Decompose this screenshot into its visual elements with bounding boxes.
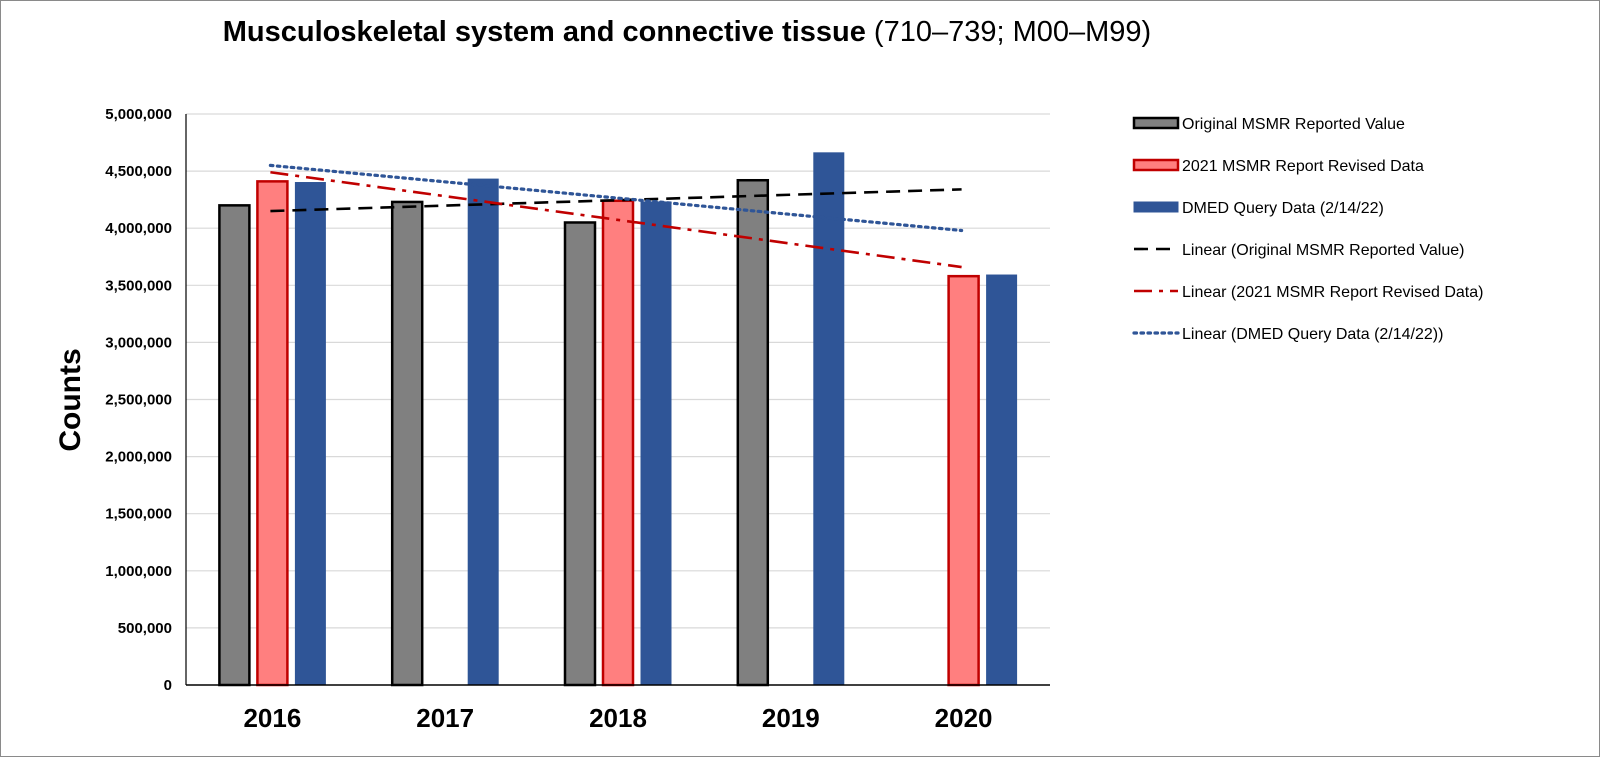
y-tick-label: 1,000,000 [105, 563, 172, 580]
legend-swatch [1132, 158, 1180, 172]
bar-dmed-2020 [986, 274, 1018, 686]
x-tick-label: 2020 [935, 703, 993, 733]
bar-revised-2016 [256, 180, 289, 687]
chart-title-main: Musculoskeletal system and connective ti… [222, 16, 866, 48]
y-tick-label: 3,500,000 [105, 277, 172, 294]
legend-label: Linear (2021 MSMR Report Revised Data) [1182, 284, 1483, 301]
y-tick-label: 2,000,000 [105, 449, 172, 466]
y-tick-label: 3,000,000 [105, 334, 172, 351]
y-tick-label: 5,000,000 [105, 106, 172, 123]
legend-label: Linear (DMED Query Data (2/14/22)) [1182, 326, 1443, 343]
y-tick-label: 1,500,000 [105, 506, 172, 523]
legend-label: DMED Query Data (2/14/22) [1182, 200, 1384, 217]
x-tick-label: 2016 [243, 703, 301, 733]
x-tick-label: 2018 [589, 703, 647, 733]
y-tick-label: 500,000 [118, 620, 172, 637]
legend-label: Linear (Original MSMR Reported Value) [1182, 242, 1464, 259]
bar-dmed-2019 [813, 152, 845, 686]
y-tick-label: 0 [164, 677, 172, 694]
x-tick-label: 2017 [416, 703, 474, 733]
legend-swatch [1132, 116, 1180, 130]
bar-dmed-2018 [640, 201, 672, 686]
y-tick-label: 4,500,000 [105, 163, 172, 180]
y-tick-label: 4,000,000 [105, 220, 172, 237]
trendline-dmed [268, 163, 964, 233]
legend-label: 2021 MSMR Report Revised Data [1182, 158, 1424, 175]
bar-dmed-2017 [467, 178, 499, 686]
chart-title: Musculoskeletal system and connective ti… [0, 16, 1374, 49]
y-tick-label: 2,500,000 [105, 392, 172, 409]
chart-title-codes: (710–739; M00–M99) [873, 16, 1152, 48]
bar-original-2017 [390, 200, 424, 687]
trendline-revised [270, 170, 962, 269]
bar-revised-2020 [947, 274, 980, 687]
x-tick-label: 2019 [762, 703, 820, 733]
trendline-original [270, 188, 962, 213]
legend-swatch [1133, 201, 1179, 213]
y-axis-label: Counts [54, 348, 87, 451]
legend-label: Original MSMR Reported Value [1182, 116, 1405, 133]
bar-original-2018 [563, 221, 597, 687]
bar-dmed-2016 [294, 182, 326, 686]
bar-revised-2018 [601, 199, 635, 687]
bar-original-2016 [218, 204, 251, 687]
bar-original-2019 [736, 178, 770, 687]
